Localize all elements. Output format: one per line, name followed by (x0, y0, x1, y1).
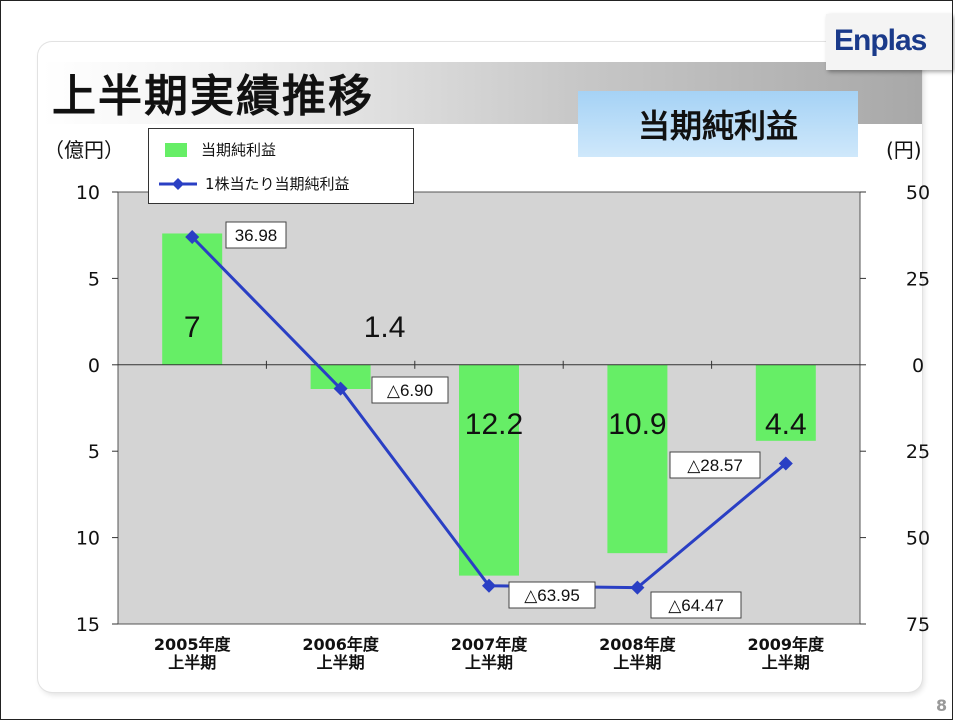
bar-value-label: 1.4 (364, 311, 406, 344)
chart-subtitle: 当期純利益 (578, 91, 858, 157)
category-label-period: 上半期 (762, 653, 810, 672)
eps-label-box (371, 376, 449, 404)
legend: 当期純利益 1株当たり当期純利益 (148, 128, 414, 204)
bar (607, 364, 668, 554)
right-axis-tick-label: 50 (906, 528, 930, 550)
eps-point (482, 578, 496, 593)
company-logo: Enplas (826, 14, 952, 70)
right-axis-tick-label: 50 (906, 182, 930, 204)
bar-value-label: 7 (184, 311, 201, 344)
right-axis-unit: (円) (886, 138, 922, 162)
eps-value-label: △64.47 (668, 596, 724, 615)
page-number: 8 (936, 696, 948, 715)
eps-point (778, 456, 793, 471)
eps-point (333, 381, 348, 396)
legend-item-eps: 1株当たり当期純利益 (149, 173, 350, 194)
eps-value-label: △63.95 (524, 586, 580, 605)
legend-label-net-income: 当期純利益 (201, 141, 277, 159)
right-axis-tick-label: 75 (906, 614, 930, 636)
category-label-year: 2006年度 (302, 635, 380, 654)
eps-point (185, 229, 200, 244)
eps-label-box (508, 581, 596, 609)
eps-value-label: 36.98 (235, 226, 278, 245)
category-label-year: 2007年度 (451, 635, 529, 654)
eps-value-label: △6.90 (387, 381, 433, 400)
category-label-period: 上半期 (168, 653, 216, 672)
category-label-year: 2009年度 (748, 635, 826, 654)
bar-value-label: 12.2 (465, 408, 523, 441)
left-axis-tick-label: 5 (88, 268, 100, 290)
eps-label-box (225, 221, 287, 249)
category-label-period: 上半期 (317, 653, 365, 672)
logo-text: Enplas (834, 24, 927, 57)
bar-value-label: 10.9 (608, 408, 666, 441)
eps-point (630, 580, 645, 595)
category-label-period: 上半期 (613, 653, 661, 672)
legend-item-net-income: 当期純利益 (149, 139, 276, 160)
left-axis-tick-label: 10 (76, 528, 100, 550)
right-axis-tick-label: 25 (906, 268, 930, 290)
right-axis-tick-label: 25 (906, 441, 930, 463)
left-axis-unit: （億円） (44, 138, 124, 162)
bar (459, 364, 519, 576)
right-axis-tick-label: 0 (912, 355, 924, 377)
bar (755, 364, 816, 441)
legend-line-swatch (159, 177, 197, 190)
category-label-year: 2005年度 (154, 635, 232, 654)
eps-value-label: △28.57 (687, 456, 743, 475)
eps-label-box (669, 451, 761, 479)
left-axis-tick-label: 0 (88, 355, 100, 377)
left-axis-tick-label: 5 (88, 441, 100, 463)
category-label-period: 上半期 (465, 653, 513, 672)
legend-label-eps: 1株当たり当期純利益 (205, 175, 350, 193)
left-axis-tick-label: 15 (76, 614, 100, 636)
bar-value-label: 4.4 (765, 408, 807, 441)
eps-label-box (650, 591, 742, 619)
bar (162, 233, 223, 365)
left-axis-tick-label: 10 (76, 182, 100, 204)
category-label-year: 2008年度 (599, 635, 677, 654)
legend-bar-swatch (165, 142, 187, 157)
page-title: 上半期実績推移 (52, 71, 374, 122)
